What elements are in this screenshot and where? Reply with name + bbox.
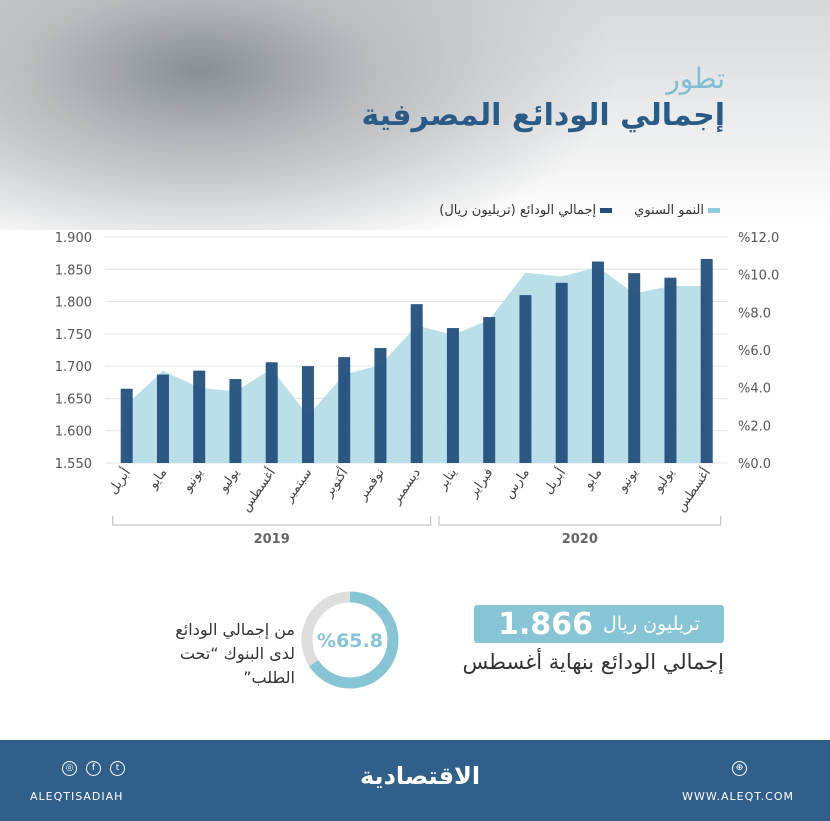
title-line1: تطور (666, 62, 725, 95)
instagram-icon[interactable]: ◎ (62, 761, 77, 776)
globe-icon: ⊕ (732, 761, 747, 776)
deposit-bar (120, 388, 133, 463)
highlight-unit: تريليون ريال (602, 613, 700, 635)
deposit-bar (664, 277, 677, 463)
logo: الاقتصادية (360, 762, 481, 790)
deposit-bar (229, 379, 242, 463)
highlight-value: 1.866 (498, 606, 593, 642)
deposit-bar (193, 370, 206, 463)
legend-growth-label: النمو السنوي (634, 203, 704, 218)
group-bracket (112, 516, 432, 526)
x-tick-label: مايو (145, 466, 170, 493)
x-tick-label: مايو (580, 466, 605, 493)
social-handle[interactable]: ALEQTISADIAH (30, 790, 124, 803)
twitter-icon[interactable]: t (110, 761, 125, 776)
page-title: إجمالي الودائع المصرفية (361, 98, 725, 133)
website-link[interactable]: WWW.ALEQT.COM (682, 790, 794, 803)
x-tick-label: فبراير (465, 466, 496, 501)
highlight-caption: إجمالي الودائع بنهاية أغسطس (462, 650, 725, 674)
deposit-bar (591, 261, 604, 463)
deposit-bar (628, 273, 641, 463)
y-right-tick: %8.0 (738, 306, 771, 321)
legend-deposits-label: إجمالي الودائع (تريليون ريال) (439, 203, 597, 218)
donut-text2: لدى البنوك “تحت الطلب” (179, 644, 295, 687)
donut-chart: %65.8 (301, 591, 399, 689)
y-left-tick: 1.900 (55, 231, 92, 246)
y-left-tick: 1.550 (55, 457, 92, 472)
deposit-bar (446, 328, 459, 463)
footer: ◎ f t ALEQTISADIAH الاقتصادية ⊕ WWW.ALEQ… (0, 740, 830, 821)
x-tick-label: أبريل (104, 465, 134, 498)
y-right-tick: %6.0 (738, 344, 771, 359)
x-tick-label: أبريل (539, 465, 569, 498)
donut-description: من إجمالي الودائع لدى البنوك “تحت الطلب” (125, 618, 295, 690)
x-tick-label: نوفمبر (355, 466, 388, 504)
x-tick-label: سبتمبر (281, 466, 315, 506)
x-tick-label: يناير (435, 465, 461, 493)
y-left-tick: 1.600 (55, 425, 92, 440)
group-label: 2020 (562, 532, 598, 547)
x-tick-label: مارس (501, 466, 532, 502)
chart: 1.550 1.600 1.650 1.700 1.750 1.800 1.850 1.900… (55, 231, 780, 547)
donut-value-arc (301, 591, 399, 689)
y-left-tick: 1.700 (55, 360, 92, 375)
donut-label: %65.8 (317, 630, 383, 652)
deposit-bar (301, 366, 314, 463)
x-tick-label: ديسمبر (388, 466, 424, 508)
x-tick-label: أغسطس (672, 465, 714, 515)
deposit-bar (156, 374, 169, 463)
y-right-tick: %2.0 (738, 419, 771, 434)
y-right-tick: %12.0 (738, 231, 779, 246)
deposit-bar (483, 317, 496, 463)
y-left-tick: 1.750 (55, 328, 92, 343)
y-left-tick: 1.650 (55, 392, 92, 407)
deposit-bar (265, 362, 278, 463)
y-right-tick: %0.0 (738, 457, 771, 472)
x-tick-label: يوليو (651, 465, 678, 495)
background-photo (0, 0, 830, 230)
x-tick-label: يونيو (615, 465, 642, 495)
deposit-bar (338, 357, 351, 463)
highlight-box: تريليون ريال 1.866 (474, 605, 724, 643)
x-tick-label: يونيو (180, 465, 207, 495)
legend: النمو السنوي إجمالي الودائع (تريليون ريا… (439, 203, 720, 218)
legend-deposits: إجمالي الودائع (تريليون ريال) (439, 203, 613, 218)
group-label: 2019 (254, 532, 290, 547)
deposit-bar (410, 304, 423, 463)
deposit-bar (700, 258, 713, 463)
group-bracket (438, 516, 722, 526)
y-left-tick: 1.800 (55, 296, 92, 311)
deposit-bar (519, 295, 532, 463)
y-left-tick: 1.850 (55, 263, 92, 278)
x-tick-label: أغسطس (237, 465, 279, 515)
deposit-bar (374, 348, 387, 463)
y-right-tick: %10.0 (738, 269, 779, 284)
x-tick-label: أكتوبر (319, 465, 351, 501)
legend-growth: النمو السنوي (634, 203, 720, 218)
donut-text1: من إجمالي الودائع (175, 620, 295, 639)
y-right-tick: %4.0 (738, 382, 771, 397)
deposit-bar (555, 282, 568, 463)
x-tick-label: يوليو (216, 465, 243, 495)
facebook-icon[interactable]: f (86, 761, 101, 776)
